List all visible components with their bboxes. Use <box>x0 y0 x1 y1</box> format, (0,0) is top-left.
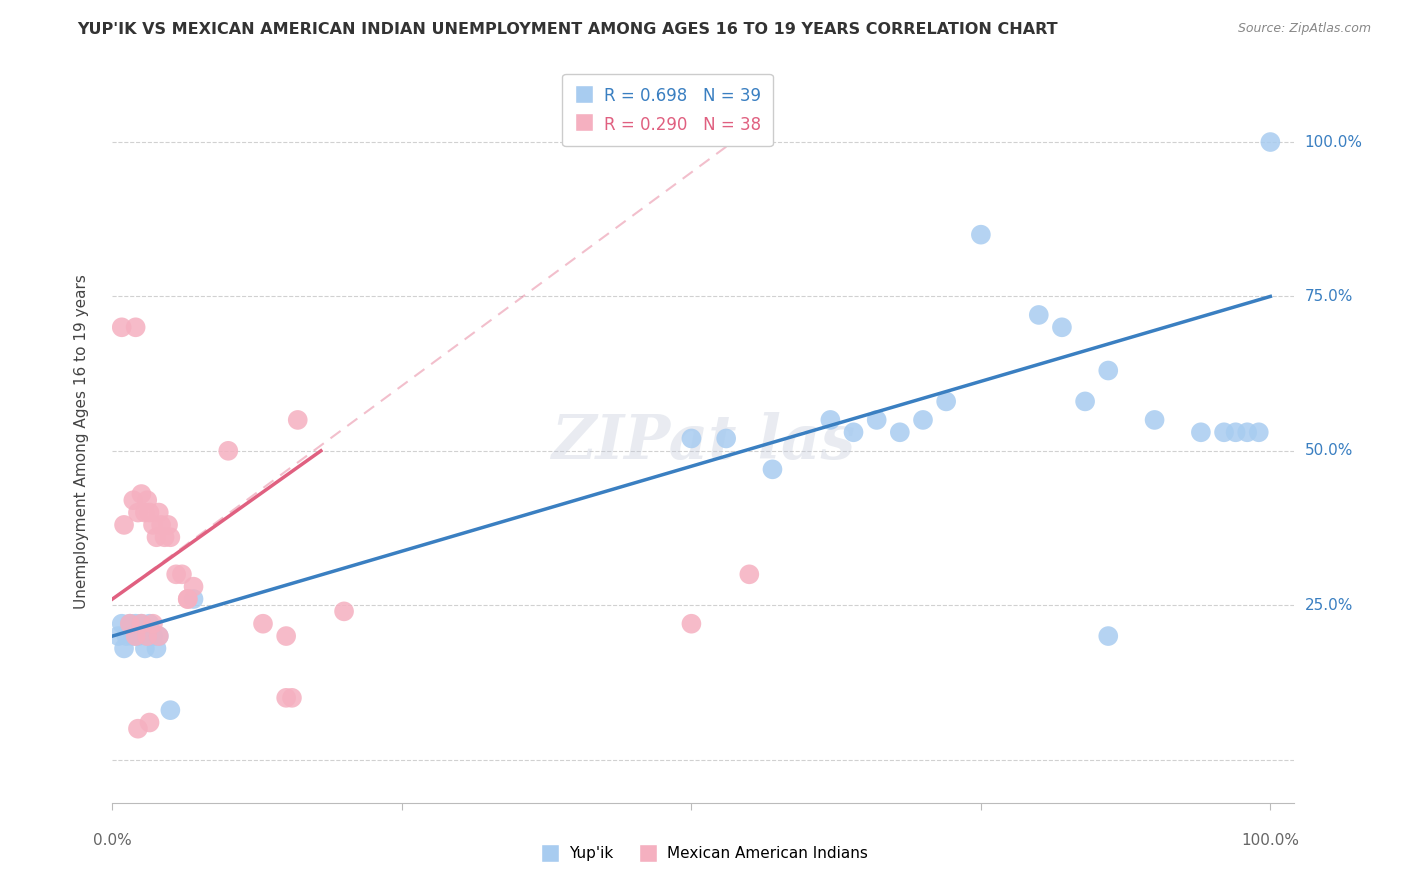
Point <box>131 487 153 501</box>
Point <box>1213 425 1236 440</box>
Point <box>1097 363 1119 377</box>
Point <box>911 413 934 427</box>
Point <box>127 722 149 736</box>
Point <box>1028 308 1050 322</box>
Y-axis label: Unemployment Among Ages 16 to 19 years: Unemployment Among Ages 16 to 19 years <box>75 274 89 609</box>
Point <box>333 604 356 618</box>
Point <box>1074 394 1097 409</box>
Point <box>183 580 205 594</box>
Point <box>1097 629 1119 643</box>
Point <box>820 413 842 427</box>
Point <box>714 432 737 446</box>
Point <box>842 425 865 440</box>
Point <box>681 616 703 631</box>
Text: 75.0%: 75.0% <box>1305 289 1353 304</box>
Point <box>165 567 187 582</box>
Legend: Yup'ik, Mexican American Indians: Yup'ik, Mexican American Indians <box>533 840 873 867</box>
Text: 25.0%: 25.0% <box>1305 598 1353 613</box>
Text: ZIPat las: ZIPat las <box>551 411 855 472</box>
Point <box>1247 425 1270 440</box>
Point <box>145 641 167 656</box>
Point <box>177 592 200 607</box>
Point <box>866 413 889 427</box>
Point <box>935 394 957 409</box>
Point <box>1236 425 1258 440</box>
Point <box>124 320 146 334</box>
Point <box>170 567 193 582</box>
Point <box>136 629 159 643</box>
Point <box>157 517 180 532</box>
Point <box>281 690 304 705</box>
Point <box>136 629 159 643</box>
Point <box>118 616 141 631</box>
Text: 100.0%: 100.0% <box>1241 833 1299 848</box>
Point <box>134 641 156 656</box>
Point <box>159 530 181 544</box>
Point <box>136 493 159 508</box>
Point <box>1225 425 1247 440</box>
Text: 100.0%: 100.0% <box>1305 135 1362 150</box>
Point <box>118 616 141 631</box>
Point <box>145 530 167 544</box>
Point <box>287 413 309 427</box>
Point <box>889 425 911 440</box>
Point <box>142 616 165 631</box>
Text: 0.0%: 0.0% <box>93 833 132 848</box>
Point <box>115 629 138 643</box>
Point <box>138 506 160 520</box>
Point <box>124 629 146 643</box>
Text: YUP'IK VS MEXICAN AMERICAN INDIAN UNEMPLOYMENT AMONG AGES 16 TO 19 YEARS CORRELA: YUP'IK VS MEXICAN AMERICAN INDIAN UNEMPL… <box>77 22 1057 37</box>
Point <box>148 629 170 643</box>
Point <box>131 616 153 631</box>
Point <box>761 462 783 476</box>
Point <box>681 432 703 446</box>
Point <box>111 320 134 334</box>
Point <box>127 506 149 520</box>
Point <box>252 616 274 631</box>
Point <box>111 616 134 631</box>
Point <box>276 629 298 643</box>
Point <box>122 493 145 508</box>
Point <box>150 517 173 532</box>
Text: Source: ZipAtlas.com: Source: ZipAtlas.com <box>1237 22 1371 36</box>
Point <box>138 616 160 631</box>
Point <box>1050 320 1073 334</box>
Point <box>122 629 145 643</box>
Point <box>276 690 298 705</box>
Point <box>1189 425 1212 440</box>
Point <box>153 530 176 544</box>
Point <box>1260 135 1282 149</box>
Point <box>124 616 146 631</box>
Point <box>183 592 205 607</box>
Point <box>177 592 200 607</box>
Point <box>142 629 165 643</box>
Point <box>1143 413 1166 427</box>
Point <box>131 616 153 631</box>
Point <box>134 506 156 520</box>
Point <box>970 227 993 242</box>
Point <box>738 567 761 582</box>
Point <box>148 629 170 643</box>
Point <box>127 629 149 643</box>
Point <box>159 703 181 717</box>
Point <box>112 641 135 656</box>
Text: 50.0%: 50.0% <box>1305 443 1353 458</box>
Point <box>217 443 239 458</box>
Point <box>142 517 165 532</box>
Point <box>112 517 135 532</box>
Point <box>138 715 160 730</box>
Point <box>107 629 129 643</box>
Point <box>148 506 170 520</box>
